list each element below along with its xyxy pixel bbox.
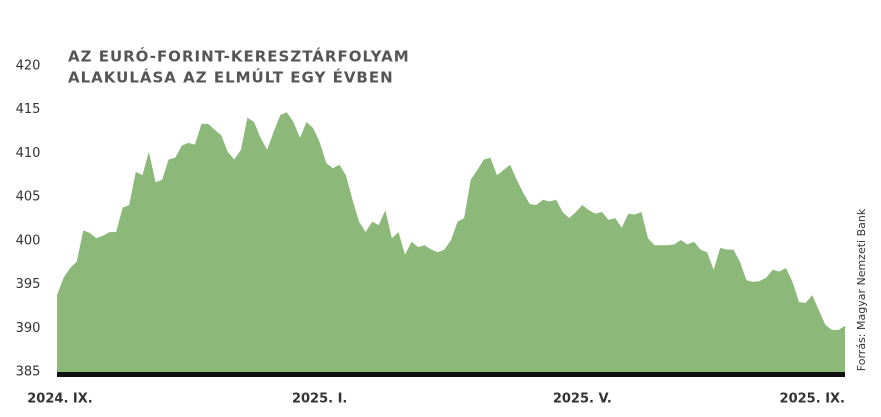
y-tick-label: 420 <box>16 59 41 74</box>
x-tick-label: 2024. IX. <box>27 392 92 407</box>
x-tick-label: 2025. IX. <box>780 392 845 407</box>
y-tick-label: 390 <box>16 321 41 336</box>
area <box>57 112 845 373</box>
y-tick-label: 395 <box>16 277 41 292</box>
chart-title: ALAKULÁSA AZ ELMÚLT EGY ÉVBEN <box>68 68 394 87</box>
y-tick-label: 415 <box>16 102 41 117</box>
source: Forrás: Magyar Nemzeti Bank <box>855 208 868 371</box>
y-tick-label: 400 <box>16 233 41 248</box>
y-tick-label: 385 <box>16 365 41 380</box>
x-tick-label: 2025. V. <box>553 392 612 407</box>
x-tick-label: 2025. I. <box>292 392 347 407</box>
y-tick-label: 410 <box>16 146 41 161</box>
chart-title: AZ EURÓ-FORINT-KERESZTÁRFOLYAM <box>68 47 410 66</box>
x-axis <box>57 372 845 377</box>
y-tick-label: 405 <box>16 190 41 205</box>
